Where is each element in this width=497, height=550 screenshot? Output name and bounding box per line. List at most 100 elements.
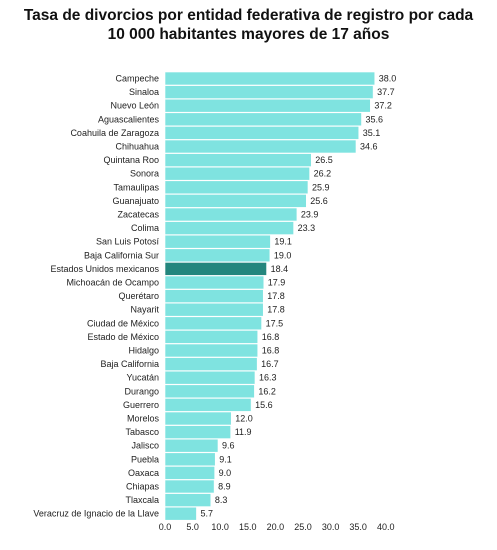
x-tick-label: 30.0 <box>322 522 340 532</box>
category-label-michoacan-de-ocampo: Michoacán de Ocampo <box>66 278 159 288</box>
value-label-guerrero: 15.6 <box>255 400 273 410</box>
value-label-tabasco: 11.9 <box>235 427 252 437</box>
value-label-estado-de-mexico: 16.8 <box>262 332 280 342</box>
category-label-chiapas: Chiapas <box>126 482 160 492</box>
x-tick-label: 5.0 <box>186 522 199 532</box>
category-label-nuevo-leon: Nuevo León <box>110 101 159 111</box>
value-label-oaxaca: 9.0 <box>219 468 232 478</box>
category-label-tamaulipas: Tamaulipas <box>113 182 159 192</box>
bar-tamaulipas <box>164 180 309 195</box>
value-label-puebla: 9.1 <box>219 454 232 464</box>
value-label-tamaulipas: 25.9 <box>312 182 330 192</box>
category-label-coahuila-de-zaragoza: Coahuila de Zaragoza <box>70 128 159 138</box>
bar-oaxaca <box>164 466 215 480</box>
bar-tlaxcala <box>164 493 212 507</box>
value-labels-group: 38.0 37.7 37.2 35.6 35.1 34.6 26.5 26.2 25.9 25.6… <box>200 74 396 519</box>
bar-chihuahua <box>164 139 357 154</box>
bar-tabasco <box>164 425 231 439</box>
bar-coahuila-de-zaragoza <box>164 126 360 140</box>
value-label-tlaxcala: 8.3 <box>215 495 228 505</box>
category-label-jalisco: Jalisco <box>131 441 159 451</box>
x-axis-ticks-group: 0.0 5.0 10.0 15.0 20.0 25.0 30.0 35.0 40.0 <box>159 522 395 532</box>
chart-title-line-2: 10 000 habitantes mayores de 17 años <box>107 26 390 43</box>
bar-guerrero <box>164 398 252 412</box>
category-label-baja-california: Baja California <box>100 359 159 369</box>
category-label-morelos: Morelos <box>127 414 160 424</box>
category-label-durango: Durango <box>124 386 159 396</box>
bar-sonora <box>164 166 310 181</box>
x-tick-label: 20.0 <box>267 522 285 532</box>
value-label-zacatecas: 23.9 <box>301 210 319 220</box>
value-label-baja-california: 16.7 <box>261 359 279 369</box>
category-label-nayarit: Nayarit <box>130 305 159 315</box>
value-label-yucatan: 16.3 <box>259 373 277 383</box>
value-label-nuevo-leon: 37.2 <box>374 101 392 111</box>
category-label-tlaxcala: Tlaxcala <box>125 495 159 505</box>
value-label-queretaro: 17.8 <box>267 291 285 301</box>
value-label-michoacan-de-ocampo: 17.9 <box>268 278 286 288</box>
value-label-nayarit: 17.8 <box>267 305 285 315</box>
value-label-ciudad-de-mexico: 17.5 <box>266 318 284 328</box>
value-label-quintana-roo: 26.5 <box>315 155 333 165</box>
bar-queretaro <box>164 289 264 303</box>
bars-group <box>164 71 376 521</box>
category-label-yucatan: Yucatán <box>126 373 159 383</box>
category-label-guerrero: Guerrero <box>123 400 159 410</box>
value-label-morelos: 12.0 <box>235 414 253 424</box>
category-label-estado-de-mexico: Estado de México <box>87 332 159 342</box>
x-tick-label: 25.0 <box>294 522 312 532</box>
category-label-queretaro: Querétaro <box>118 291 159 301</box>
bar-veracruz-de-ignacio-de-la-llave <box>164 506 197 521</box>
category-label-veracruz-de-ignacio-de-la-llave: Veracruz de Ignacio de la Llave <box>33 509 159 519</box>
bar-michoacan-de-ocampo <box>164 275 265 290</box>
bar-yucatan <box>164 370 256 385</box>
value-label-san-luis-potosi: 19.1 <box>274 237 292 247</box>
bar-aguascalientes <box>164 112 362 127</box>
x-tick-label: 35.0 <box>349 522 367 532</box>
value-label-aguascalientes: 35.6 <box>366 114 384 124</box>
value-label-hidalgo: 16.8 <box>262 346 280 356</box>
bar-hidalgo <box>164 343 259 358</box>
bar-durango <box>164 384 255 399</box>
value-label-veracruz-de-ignacio-de-la-llave: 5.7 <box>200 509 213 519</box>
x-tick-label: 0.0 <box>159 522 172 532</box>
value-label-durango: 16.2 <box>258 386 276 396</box>
bar-nayarit <box>164 302 264 317</box>
bar-campeche <box>164 71 376 86</box>
category-label-san-luis-potosi: San Luis Potosí <box>96 237 160 247</box>
bar-estado-de-mexico <box>164 330 259 344</box>
value-label-estados-unidos-mexicanos: 18.4 <box>271 264 289 274</box>
x-tick-label: 15.0 <box>239 522 257 532</box>
category-label-baja-california-sur: Baja California Sur <box>84 250 159 260</box>
value-label-chihuahua: 34.6 <box>360 142 378 152</box>
bar-morelos <box>164 411 232 426</box>
category-label-ciudad-de-mexico: Ciudad de México <box>87 318 159 328</box>
value-label-baja-california-sur: 19.0 <box>274 250 292 260</box>
bar-colima <box>164 221 294 235</box>
category-label-chihuahua: Chihuahua <box>115 142 159 152</box>
bar-estados-unidos-mexicanos <box>164 262 267 276</box>
category-label-quintana-roo: Quintana Roo <box>103 155 159 165</box>
category-label-estados-unidos-mexicanos: Estados Unidos mexicanos <box>50 264 159 274</box>
category-label-oaxaca: Oaxaca <box>128 468 159 478</box>
bar-zacatecas <box>164 207 298 222</box>
value-label-coahuila-de-zaragoza: 35.1 <box>363 128 381 138</box>
bar-chiapas <box>164 479 215 494</box>
value-label-chiapas: 8.9 <box>218 482 231 492</box>
bar-puebla <box>164 452 216 467</box>
category-label-guanajuato: Guanajuato <box>112 196 159 206</box>
category-labels-group: Campeche Sinaloa Nuevo León Aguascalientes C… <box>33 74 159 519</box>
bar-guanajuato <box>164 194 307 208</box>
category-label-colima: Colima <box>131 223 159 233</box>
bar-nuevo-leon <box>164 98 371 113</box>
x-tick-label: 10.0 <box>211 522 229 532</box>
category-label-hidalgo: Hidalgo <box>128 346 159 356</box>
bar-ciudad-de-mexico <box>164 316 262 331</box>
category-label-tabasco: Tabasco <box>125 427 159 437</box>
value-label-jalisco: 9.6 <box>222 441 235 451</box>
category-label-zacatecas: Zacatecas <box>117 210 159 220</box>
value-label-colima: 23.3 <box>298 223 316 233</box>
category-label-aguascalientes: Aguascalientes <box>98 114 160 124</box>
bar-baja-california-sur <box>164 248 271 263</box>
